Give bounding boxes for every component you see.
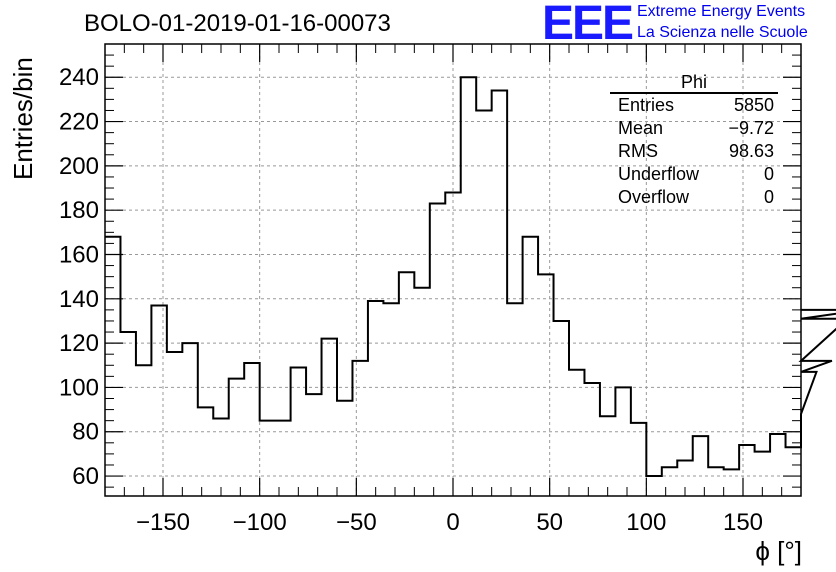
y-tick-label: 180: [59, 197, 99, 224]
histogram-bin: [646, 476, 661, 496]
stats-box: Phi Entries 5850 Mean −9.72 RMS 98.63 Un…: [610, 72, 778, 209]
histogram-bin: [631, 423, 646, 496]
histogram-bin: [352, 361, 367, 496]
x-tick-label: 100: [626, 509, 666, 536]
stats-value: 5850: [733, 95, 774, 115]
stats-value: 0: [763, 164, 774, 184]
stats-row: RMS 98.63: [610, 140, 778, 163]
stats-row: Mean −9.72: [610, 117, 778, 140]
histogram-bin: [151, 305, 166, 496]
x-axis-label: ϕ [°]: [755, 536, 802, 566]
logo-line-2: La Scienza nelle Scuole: [637, 24, 808, 41]
histogram-bin: [461, 77, 476, 496]
histogram-bin: [105, 237, 120, 496]
y-tick-label: 80: [72, 419, 99, 446]
histogram-bin: [600, 416, 615, 496]
stats-value: −9.72: [728, 118, 774, 138]
axis-ticks: [104, 44, 802, 496]
histogram-bin: [430, 204, 445, 496]
stats-label: Entries: [618, 95, 675, 115]
stats-label: Overflow: [618, 187, 690, 207]
y-tick-label: 120: [59, 330, 99, 357]
histogram-bin: [414, 288, 429, 496]
histogram-bin: [383, 303, 398, 496]
histogram-bin: [476, 110, 491, 496]
histogram-bin: [198, 407, 213, 496]
eee-logo: EEE: [542, 0, 634, 50]
histogram-outline: [105, 76, 836, 478]
stats-label: Underflow: [618, 164, 700, 184]
histogram-bin: [120, 332, 135, 496]
y-tick-label: 60: [72, 463, 99, 490]
histogram-bin: [322, 339, 337, 496]
y-tick-label: 220: [59, 109, 99, 136]
histogram-bin: [662, 467, 677, 496]
histogram-series: [105, 76, 836, 496]
histogram-bin: [786, 447, 801, 496]
histogram-bin: [275, 421, 290, 496]
x-tick-label: −50: [336, 509, 377, 536]
y-tick-label: 240: [59, 64, 99, 91]
histogram-bin: [182, 343, 197, 496]
histogram-bin: [739, 445, 754, 496]
histogram-bin: [523, 237, 538, 496]
x-tick-label: 50: [536, 509, 563, 536]
plot-title: BOLO-01-2019-01-16-00073: [84, 10, 391, 37]
histogram-bin: [244, 363, 259, 496]
y-tick-label: 100: [59, 374, 99, 401]
histogram-bin: [445, 192, 460, 496]
histogram-bin: [615, 387, 630, 496]
histogram-bin: [584, 383, 599, 496]
x-tick-label: −150: [136, 509, 190, 536]
histogram-bin: [260, 421, 275, 496]
stats-title: Phi: [610, 72, 778, 94]
x-tick-label: −100: [233, 509, 287, 536]
y-tick-label: 160: [59, 241, 99, 268]
histogram-bin: [724, 469, 739, 496]
histogram-bin: [569, 370, 584, 496]
histogram-bin: [136, 365, 151, 496]
histogram-bin: [538, 274, 553, 496]
histogram-bin: [399, 272, 414, 496]
histogram-bin: [770, 434, 785, 496]
histogram-bin: [507, 303, 522, 496]
stats-row: Entries 5850: [610, 94, 778, 117]
stats-row: Overflow 0: [610, 186, 778, 209]
y-axis-label: Entries/bin: [8, 57, 38, 180]
stats-label: RMS: [618, 141, 658, 161]
x-tick-label: 150: [723, 509, 763, 536]
y-tick-label: 140: [59, 286, 99, 313]
stats-row: Underflow 0: [610, 163, 778, 186]
histogram-bin: [554, 321, 569, 496]
histogram-bin: [368, 301, 383, 496]
histogram-bin: [337, 401, 352, 496]
histogram-bin: [167, 352, 182, 496]
histogram-bin: [229, 379, 244, 496]
histogram-bin: [306, 394, 321, 496]
histogram-bin: [291, 367, 306, 496]
histogram-bin: [492, 91, 507, 496]
x-tick-label: 0: [446, 509, 459, 536]
stats-value: 98.63: [728, 141, 774, 161]
stats-label: Mean: [618, 118, 664, 138]
histogram-bin: [708, 467, 723, 496]
tick-labels: −150 −100 −50 0 50 100 150 60 80 100 120 140 160 180 2…: [59, 64, 763, 536]
y-tick-label: 200: [59, 153, 99, 180]
grid-lines: [105, 44, 801, 496]
histogram-bin: [213, 418, 228, 496]
logo-line-1: Extreme Energy Events: [637, 3, 806, 20]
histogram-bin: [693, 436, 708, 496]
stats-value: 0: [763, 187, 774, 207]
